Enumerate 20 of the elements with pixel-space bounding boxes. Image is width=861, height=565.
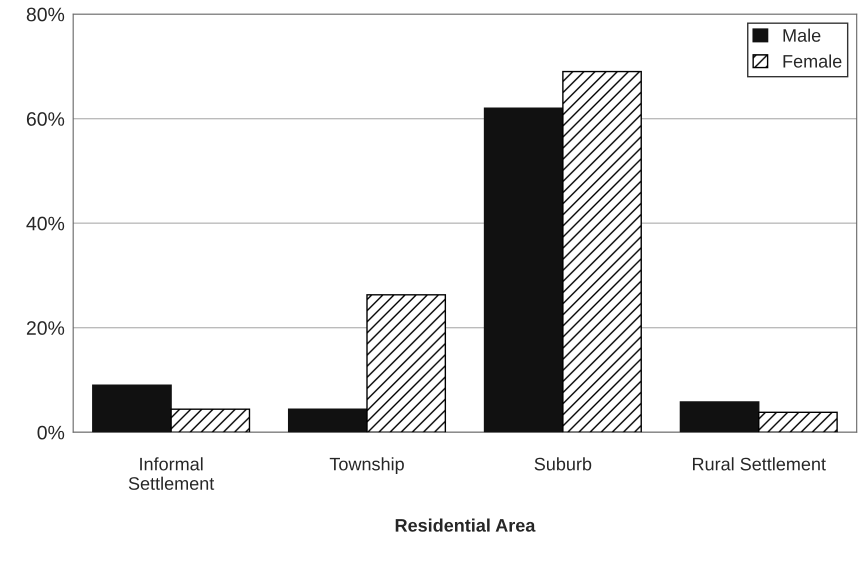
bar	[680, 401, 760, 432]
bar	[170, 408, 250, 432]
y-tick-label: 60%	[26, 112, 64, 126]
y-tick-label: 0%	[38, 426, 64, 440]
legend-label: Male	[784, 28, 820, 42]
x-tick-label: Suburb	[534, 457, 592, 470]
x-tick-label: Rural Settlement	[693, 457, 826, 470]
bar	[92, 384, 172, 432]
bar	[366, 294, 446, 432]
x-tick-label: Informal Settlement	[128, 457, 214, 490]
bar	[562, 70, 642, 432]
x-tick-label: Township	[330, 457, 404, 474]
bar	[484, 108, 564, 432]
x-axis-title: Residential Area	[396, 518, 536, 532]
y-tick-label: 80%	[26, 8, 64, 22]
y-tick-label: 40%	[26, 216, 64, 230]
y-tick-label: 20%	[26, 321, 64, 335]
bar	[758, 412, 838, 432]
bar	[288, 408, 368, 432]
legend-label: Female	[784, 54, 842, 68]
